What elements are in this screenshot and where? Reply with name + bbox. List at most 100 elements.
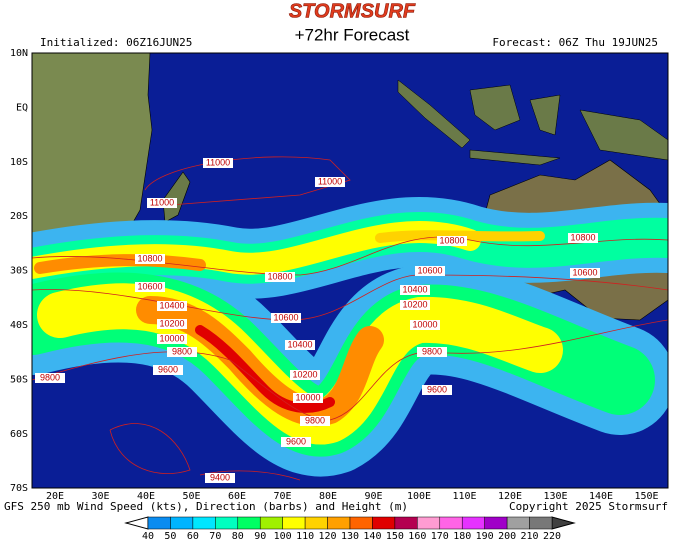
contour-label-bg [290,370,320,380]
contour-label-bg [153,365,183,375]
contour-label: 10600 [417,265,442,275]
longitude-label: 30E [91,491,109,502]
contour-label-bg [157,301,187,311]
contour-label: 11000 [150,197,174,207]
legend-swatch [215,516,239,530]
longitude-label: 50E [182,491,200,502]
contour-label: 9400 [210,472,230,482]
contour-label-bg [271,313,301,323]
longitude-label: 110E [452,491,476,502]
longitude-label: 70E [273,491,291,502]
legend-tick-label: 40 [142,531,154,541]
contour-label-bg [135,282,165,292]
legend-tick-label: 110 [296,531,314,541]
legend-tick-label: 140 [363,531,381,541]
legend-tick-label: 160 [408,531,426,541]
contour-label: 9800 [422,346,442,356]
legend-tick-label: 100 [274,531,292,541]
contour-label-bg [568,233,598,243]
contour-label-bg [570,268,600,278]
legend-tick-label: 210 [521,531,539,541]
contour-label-bg [315,177,345,187]
legend-tick-label: 90 [254,531,266,541]
map-frame [31,52,669,489]
legend-swatch [506,516,530,530]
legend-swatch [259,516,283,530]
latitude-label: 60S [10,429,28,440]
contour-label: 10200 [402,299,427,309]
legend-swatch [237,516,261,530]
latitude-label: 10S [10,157,28,168]
contour-label: 10600 [137,281,162,291]
legend-arrow-right [551,516,576,530]
contour-label-bg [293,393,323,403]
legend-tick-label: 200 [498,531,516,541]
contour-label: 11000 [206,157,230,167]
longitude-label: 130E [543,491,567,502]
legend-swatch [147,516,171,530]
contour-label-bg [417,347,447,357]
contour-label: 10000 [159,333,184,343]
contour-label-bg [157,319,187,329]
legend-swatch [192,516,216,530]
contour-label-bg [400,285,430,295]
contour-label: 10600 [572,267,597,277]
longitude-label: 140E [589,491,613,502]
contour-label-bg [400,300,430,310]
latitude-label: 20S [10,211,28,222]
longitude-label: 80E [319,491,337,502]
longitude-label: 120E [498,491,522,502]
contour-label: 10800 [267,271,292,281]
contour-label-bg [265,272,295,282]
contour-label: 9800 [305,415,325,425]
contour-label-bg [135,254,165,264]
longitude-label: 20E [46,491,64,502]
longitude-label: 90E [364,491,382,502]
contour-label-bg [415,266,445,276]
contour-label: 10200 [159,318,184,328]
legend-swatch [372,516,396,530]
legend-swatch [282,516,306,530]
latitude-label: 10N [10,48,28,59]
contour-label-bg [281,437,311,447]
latitude-label: EQ [16,102,28,113]
contour-label-bg [203,158,233,168]
contour-label: 10600 [273,312,298,322]
legend-tick-label: 70 [209,531,221,541]
longitude-label: 100E [407,491,431,502]
contour-label: 10400 [159,300,184,310]
contour-label: 10000 [295,392,320,402]
latitude-label: 70S [10,483,28,494]
longitude-label: 60E [228,491,246,502]
legend-tick-label: 190 [476,531,494,541]
forecast-time: Forecast: 06Z Thu 19JUN25 [492,36,658,49]
legend-swatch [327,516,351,530]
contour-label-bg [157,334,187,344]
map-description: GFS 250 mb Wind Speed (kts), Direction (… [4,500,408,513]
initialized-time: Initialized: 06Z16JUN25 [40,36,192,49]
legend-swatch [484,516,508,530]
contour-label-bg [437,236,467,246]
latitude-label: 50S [10,374,28,385]
legend-tick-label: 50 [164,531,176,541]
contour-label: 10800 [570,232,595,242]
logo: STORMSURF [289,0,416,22]
legend-swatch [439,516,463,530]
contour-label: 9600 [158,364,178,374]
legend-swatch [461,516,485,530]
forecast-title: +72hr Forecast [295,25,410,44]
contour-label-bg [285,340,315,350]
legend-tick-label: 170 [431,531,449,541]
contour-label-bg [167,347,197,357]
contour-label-bg [300,416,330,426]
latitude-label: 40S [10,320,28,331]
contour-label-bg [410,320,440,330]
legend-tick-label: 120 [319,531,337,541]
contour-label: 10000 [412,319,437,329]
legend-tick-label: 150 [386,531,404,541]
contour-label: 10200 [292,369,317,379]
contour-label-bg [147,198,177,208]
contour-label: 10800 [439,235,464,245]
legend-tick-label: 60 [187,531,199,541]
